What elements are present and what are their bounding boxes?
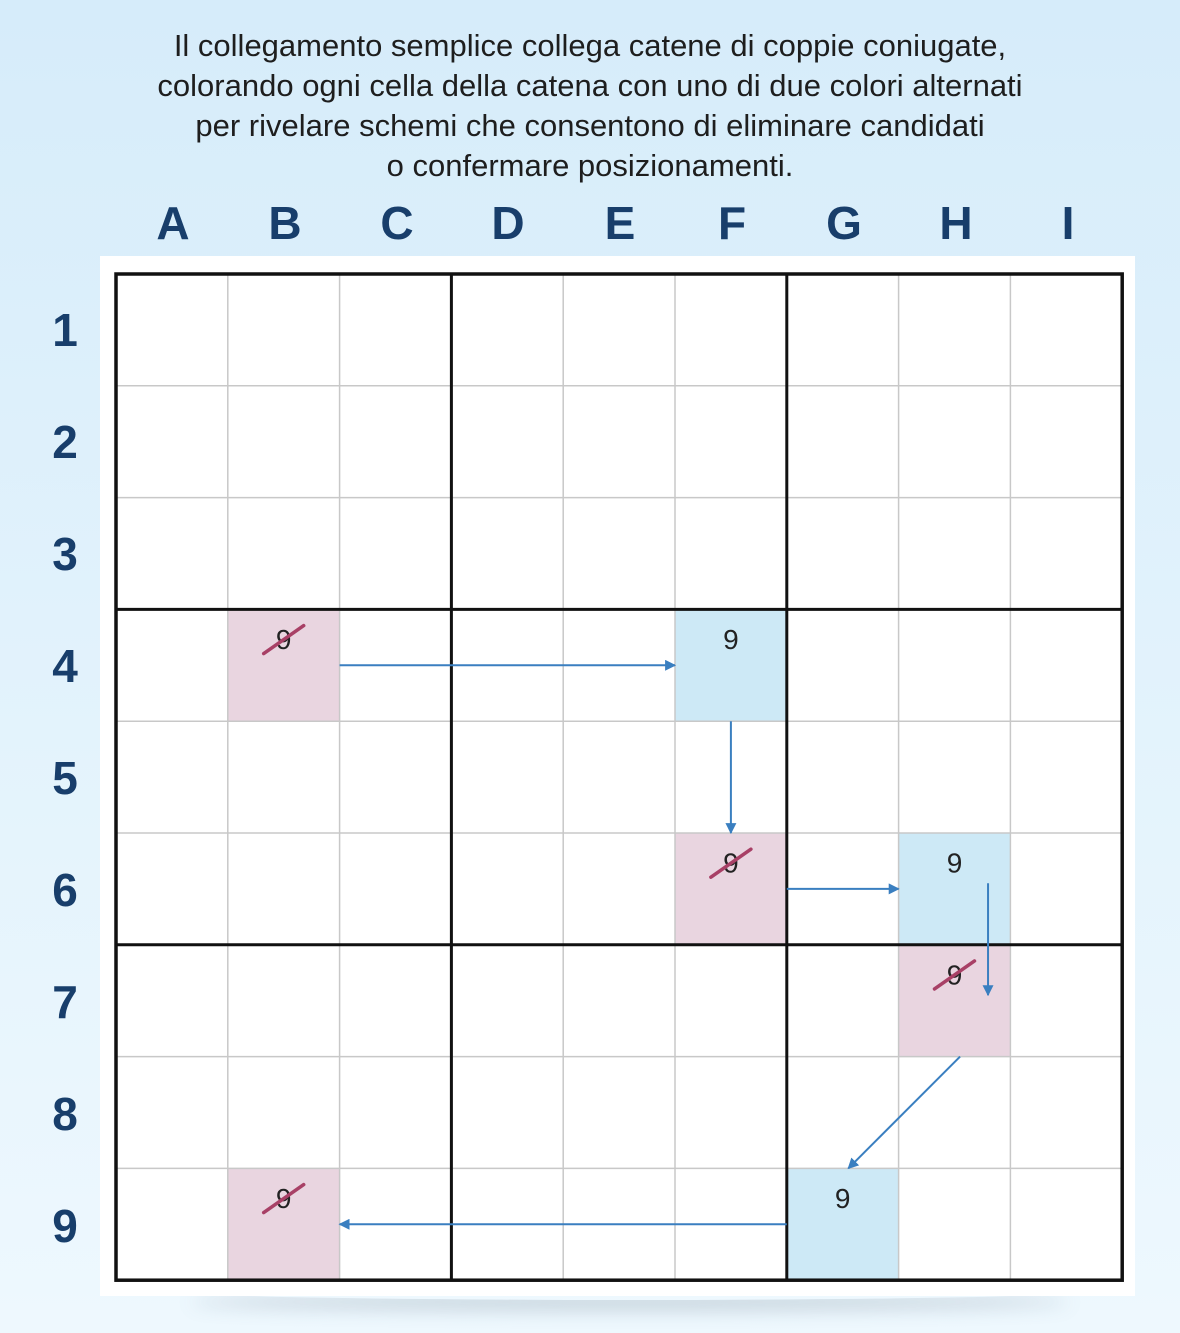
candidate-digits: 9999999 bbox=[261, 623, 977, 1215]
caption-line: Il collegamento semplice collega catene … bbox=[173, 28, 1007, 63]
cell-g9 bbox=[786, 1168, 899, 1281]
column-label-d: D bbox=[491, 197, 525, 249]
candidate-digit: 9 bbox=[947, 848, 963, 879]
column-label-h: H bbox=[939, 197, 973, 249]
row-label-7: 7 bbox=[52, 976, 78, 1028]
highlighted-cells bbox=[227, 609, 1011, 1281]
column-label-e: E bbox=[604, 197, 636, 249]
column-label-c: C bbox=[380, 197, 414, 249]
column-label-a: A bbox=[156, 197, 190, 249]
row-label-2: 2 bbox=[52, 416, 78, 468]
board-background bbox=[100, 256, 1135, 1296]
column-label-i: I bbox=[1061, 197, 1075, 249]
column-label-b: B bbox=[268, 197, 302, 249]
grid-lines bbox=[114, 272, 1124, 1282]
candidate-digit: 9 bbox=[723, 624, 739, 655]
candidate-digit: 9 bbox=[835, 1183, 851, 1214]
row-label-9: 9 bbox=[52, 1200, 78, 1252]
row-label-5: 5 bbox=[52, 752, 78, 804]
caption: Il collegamento semplice collega catene … bbox=[0, 26, 1180, 186]
cell-f4 bbox=[675, 609, 787, 722]
caption-line: per rivelare schemi che consentono di el… bbox=[195, 108, 985, 143]
chain-arrow-h7-g9 bbox=[847, 1055, 961, 1170]
row-label-4: 4 bbox=[52, 640, 78, 692]
column-label-g: G bbox=[826, 197, 862, 249]
strike-mark bbox=[261, 623, 306, 656]
strike-mark bbox=[261, 1182, 306, 1215]
column-label-f: F bbox=[717, 197, 747, 249]
caption-line: colorando ogni cella della catena con un… bbox=[157, 68, 1023, 103]
row-label-8: 8 bbox=[52, 1088, 78, 1140]
caption-line: o confermare posizionamenti. bbox=[386, 148, 794, 183]
row-label-6: 6 bbox=[52, 864, 78, 916]
grid-border bbox=[114, 272, 1124, 1282]
strike-mark bbox=[709, 847, 753, 879]
row-label-3: 3 bbox=[52, 528, 78, 580]
row-label-1: 1 bbox=[52, 304, 78, 356]
cell-h7 bbox=[898, 944, 1011, 1057]
cell-b4 bbox=[227, 609, 340, 722]
cell-b9 bbox=[227, 1168, 340, 1281]
cell-h6 bbox=[898, 833, 1011, 945]
strike-mark bbox=[932, 959, 977, 991]
cell-f6 bbox=[675, 833, 787, 945]
chain-links bbox=[338, 659, 994, 1230]
